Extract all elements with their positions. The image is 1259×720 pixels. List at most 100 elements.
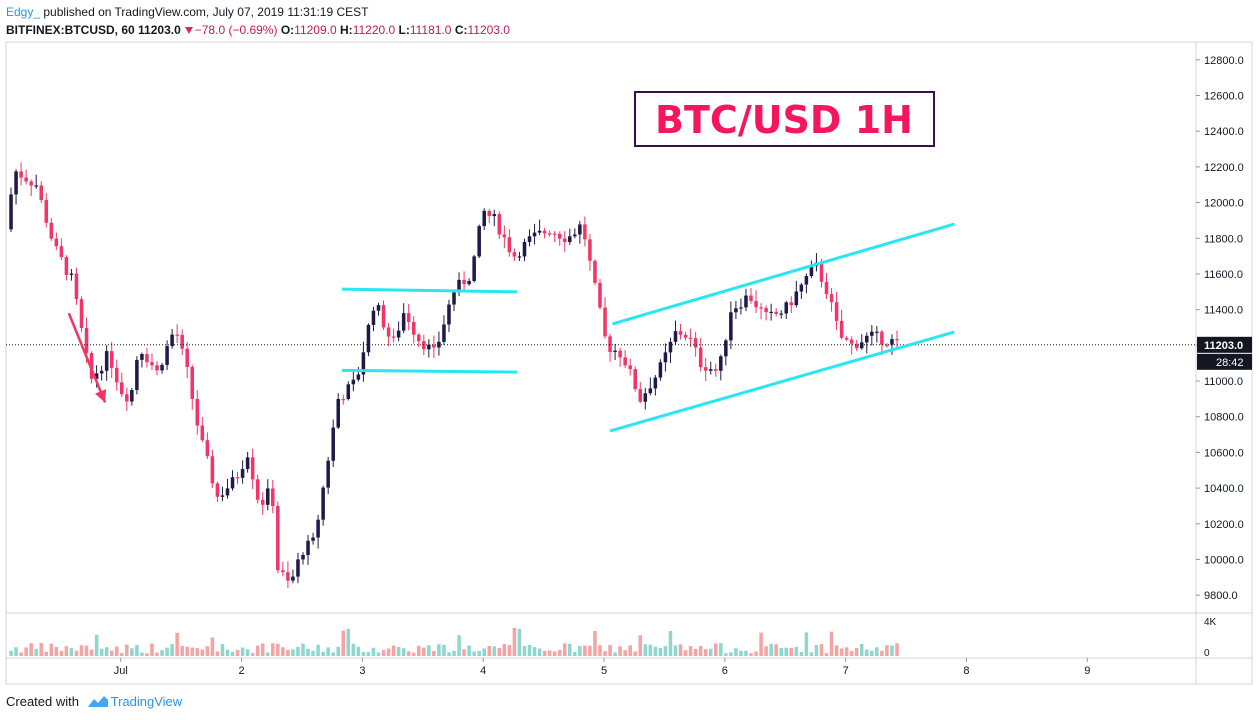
candle-body — [588, 239, 592, 261]
volume-bar — [150, 643, 154, 656]
time-axis[interactable]: Jul 2 3 4 5 6 7 8 9 — [114, 658, 1091, 677]
volume-bar — [824, 653, 829, 656]
volume-bar — [643, 644, 648, 656]
candle-body — [890, 339, 894, 345]
author-link[interactable]: Edgy_ — [6, 5, 41, 19]
candle-body — [336, 399, 341, 428]
volume-bar — [271, 643, 275, 656]
candle-body — [69, 273, 74, 275]
volume-bar — [608, 644, 612, 656]
candle-body — [170, 334, 174, 347]
volume-bar — [130, 648, 134, 656]
candle-body — [804, 276, 809, 285]
volume-bar — [265, 652, 270, 656]
change-label: −78.0 (−0.69%) — [194, 23, 278, 37]
candle-body — [875, 331, 879, 333]
volume-bar — [542, 650, 547, 656]
candle-body — [271, 488, 275, 507]
volume-bar — [44, 651, 49, 656]
candle-body — [512, 252, 517, 257]
candle-body — [417, 334, 421, 342]
volume-bar — [779, 647, 783, 656]
candle-body — [326, 460, 330, 488]
volume-bar — [749, 653, 753, 656]
candle-body — [346, 384, 351, 400]
candle-body — [502, 234, 507, 238]
volume-bar — [759, 632, 763, 656]
candle-body — [215, 483, 220, 497]
candle-body — [809, 266, 814, 277]
volume-bar — [623, 650, 627, 656]
volume-bar — [794, 646, 799, 656]
candle-body — [205, 440, 210, 457]
time-tick-label: 8 — [963, 665, 969, 677]
down-arrow-icon — [184, 27, 193, 34]
title-box: BTC/USD 1H — [634, 91, 935, 147]
candle-body — [255, 479, 260, 500]
candle-body — [64, 257, 69, 275]
candle-body — [557, 233, 562, 239]
candle-body — [94, 373, 99, 379]
volume-bar — [583, 645, 587, 656]
candle-body — [281, 570, 285, 573]
candle-body — [658, 362, 663, 378]
volume-bar — [890, 645, 894, 656]
candle-body — [296, 559, 300, 577]
volume-bar — [754, 651, 758, 656]
candle-body — [613, 350, 617, 352]
candle-body — [210, 456, 215, 484]
candle-body — [321, 487, 325, 520]
candle-body — [824, 281, 829, 295]
candle-body — [487, 210, 492, 217]
tradingview-brand-link[interactable]: TradingView — [110, 694, 183, 709]
candle-body — [789, 302, 794, 306]
volume-bar — [613, 652, 617, 656]
volume-bar — [497, 648, 502, 656]
candle-body — [779, 313, 783, 315]
volume-bar — [829, 631, 834, 656]
countdown-tag — [1197, 353, 1252, 370]
volume-bar — [880, 650, 884, 656]
candle-body — [628, 365, 632, 370]
candle-body — [125, 394, 129, 402]
candle-body — [250, 457, 255, 480]
candle-body — [19, 171, 23, 178]
volume-bar — [14, 647, 18, 656]
volume-bar — [200, 649, 205, 656]
candle-body — [386, 327, 391, 337]
volume-bar — [376, 652, 381, 656]
volume-bar — [140, 652, 144, 656]
candle-body — [411, 322, 416, 335]
volume-bar — [417, 645, 421, 656]
candle-body — [693, 338, 698, 348]
candle-body — [688, 337, 693, 339]
candle-body — [769, 311, 773, 314]
volume-bar — [764, 646, 768, 656]
volume-bar — [391, 645, 396, 656]
volume-bar — [321, 651, 325, 656]
volume-bar — [885, 645, 889, 656]
candle-body — [653, 377, 658, 389]
volume-bar — [432, 650, 436, 656]
chart-header: Edgy_ published on TradingView.com, July… — [0, 0, 1259, 40]
volume-bar — [245, 649, 250, 656]
candle-body — [200, 425, 205, 441]
candle-body — [245, 457, 250, 470]
volume-bar — [568, 643, 572, 656]
candle-body — [537, 230, 542, 233]
candle-body — [331, 427, 335, 461]
chart[interactable]: 12800.0 12600.0 12400.0 12200.0 12000.0 11800… — [0, 40, 1259, 690]
candle-body — [145, 353, 149, 363]
volume-bar — [175, 632, 179, 656]
volume-bar — [628, 645, 632, 656]
candle-body — [749, 295, 753, 301]
price-axis[interactable]: 12800.0 12600.0 12400.0 12200.0 12000.0 11800… — [1196, 55, 1252, 659]
created-with-label: Created with — [6, 694, 79, 709]
price-tick-label: 12600.0 — [1204, 91, 1244, 103]
volume-bar — [437, 644, 441, 656]
volume-bar — [865, 649, 869, 656]
trendline-flag-support — [341, 368, 518, 374]
volume-bar — [260, 643, 265, 656]
volume-bar — [895, 643, 899, 656]
candle-body — [265, 488, 270, 505]
